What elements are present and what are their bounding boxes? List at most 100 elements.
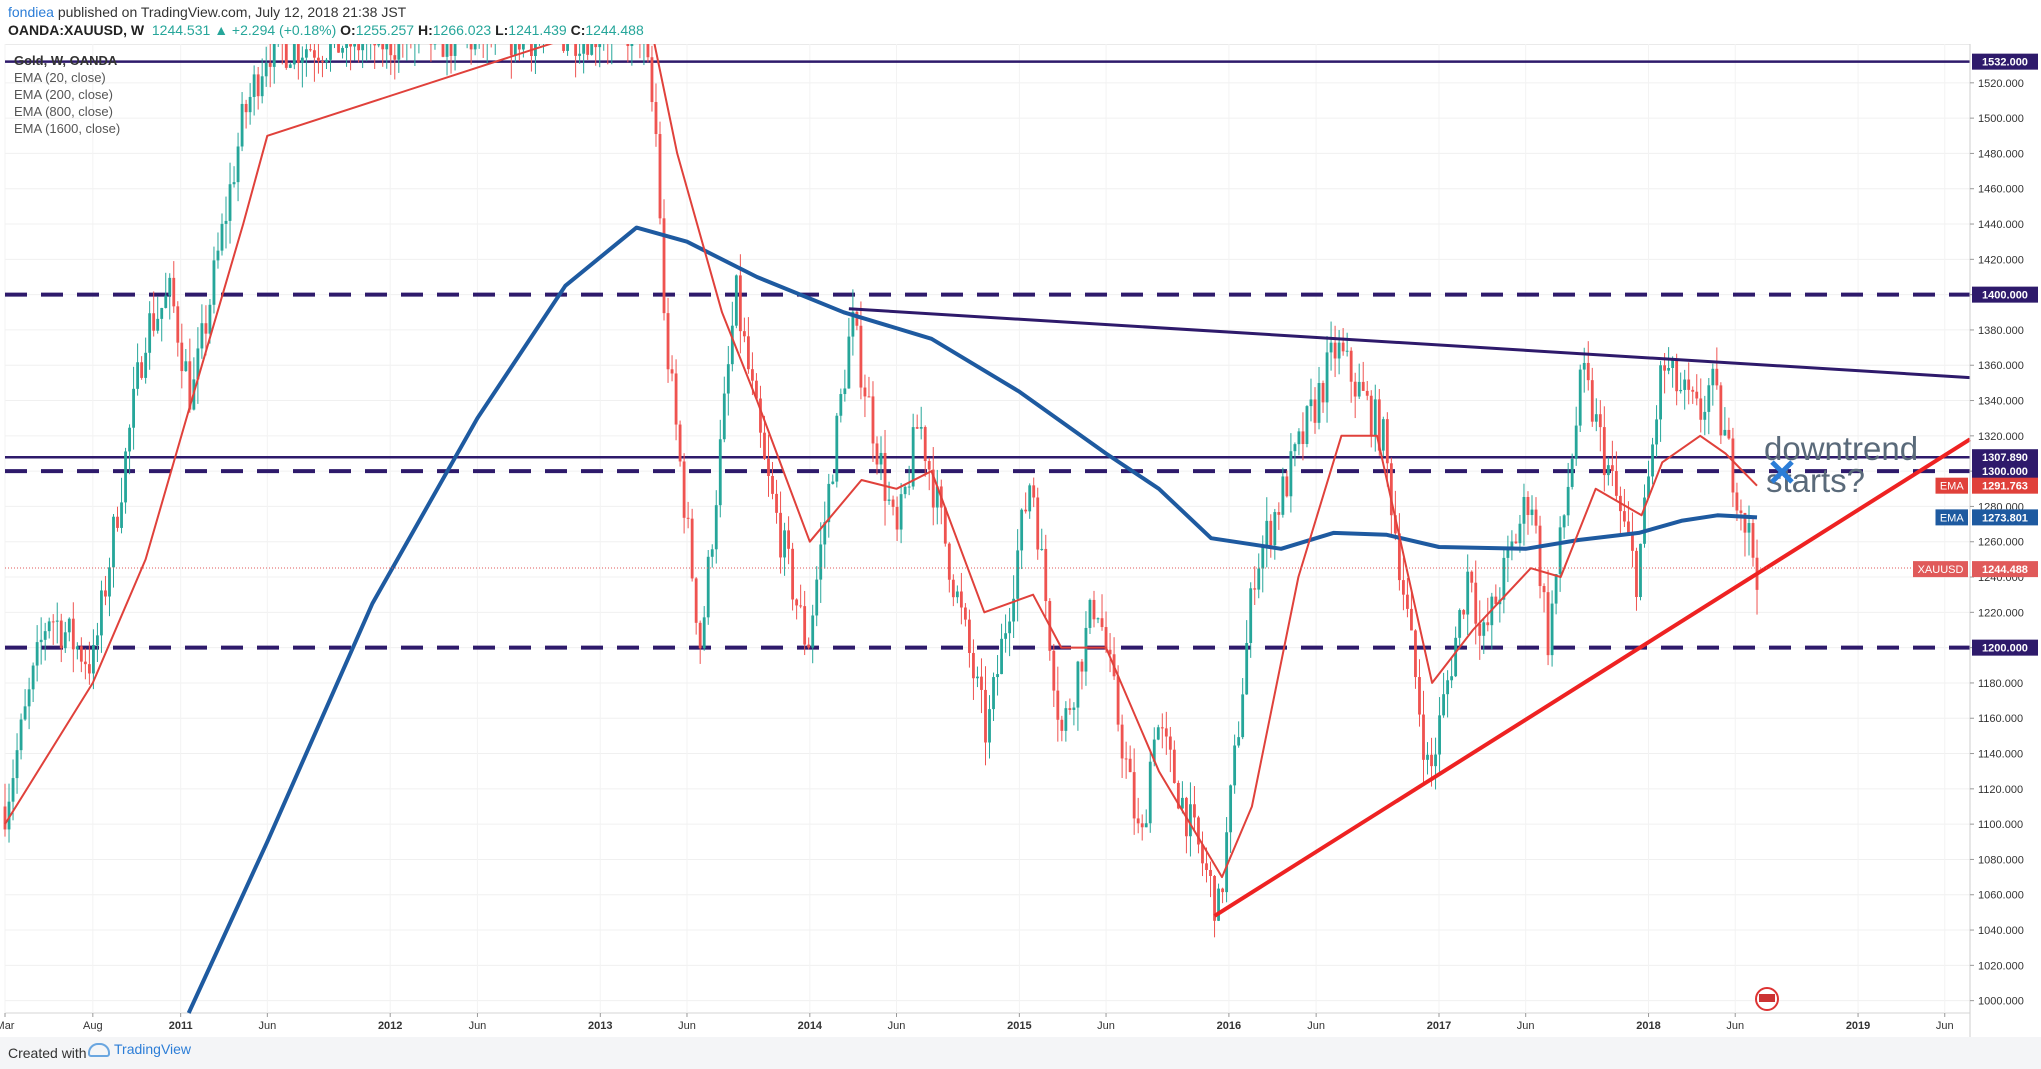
candle-body (670, 369, 674, 374)
candle-body (927, 461, 931, 470)
candle-body (1124, 758, 1128, 760)
candle-body (63, 632, 67, 649)
y-tick-label: 1420.000 (1978, 254, 2024, 266)
candle-body (1100, 618, 1104, 628)
candle-body (321, 61, 324, 63)
candle-body (252, 74, 256, 97)
level-price-tag (1972, 53, 2038, 70)
support-trendline (1213, 437, 1972, 918)
candle-body (859, 325, 863, 388)
event-flag-icon[interactable] (1755, 987, 1779, 1011)
candle-body (992, 677, 995, 710)
candle-body (903, 486, 907, 495)
legend-item[interactable]: EMA (200, close) (14, 87, 113, 102)
y-tick-label: 1280.000 (1978, 501, 2024, 513)
candle-body (1691, 389, 1695, 392)
candle-body (1056, 690, 1060, 720)
y-tick-label: 1140.000 (1978, 749, 2023, 761)
legend-item[interactable]: EMA (1600, close) (14, 121, 121, 136)
candle-body (1606, 465, 1610, 476)
candle-body (445, 44, 449, 57)
tradingview-link[interactable]: TradingView (88, 1041, 191, 1058)
candle-body (381, 44, 385, 50)
candle-body (1217, 888, 1220, 921)
x-tick-label: Jun (1097, 1020, 1115, 1032)
candle-body (1225, 832, 1229, 893)
candle-body (208, 304, 212, 334)
series-tag (1913, 561, 1968, 578)
series-tag-name: XAUUSD (1918, 564, 1964, 576)
candle-body (1201, 844, 1204, 864)
price-tag-value: 1273.801 (1982, 512, 2028, 524)
candle-body (1273, 512, 1277, 546)
candle-body (345, 44, 348, 48)
candle-body (843, 388, 847, 395)
candle-body (71, 618, 75, 650)
x-tick-label: Jun (888, 1020, 906, 1032)
candle-body (112, 516, 115, 568)
candle-body (1237, 737, 1241, 746)
high-value: 1266.023 (432, 22, 492, 38)
candle-body (509, 44, 513, 56)
candle-body (1108, 649, 1112, 655)
candle-body (726, 364, 730, 394)
y-tick-label: 1100.000 (1978, 819, 2023, 831)
candle-body (1008, 621, 1012, 634)
candle-body (1036, 497, 1040, 550)
candle-body (1385, 419, 1389, 464)
candle-body (1703, 411, 1707, 420)
ohlc-line: OANDA:XAUUSD, W 1244.531 ▲ +2.294 (+0.18… (8, 22, 644, 38)
y-tick-label: 1380.000 (1978, 325, 2024, 337)
candle-body (590, 44, 594, 55)
x-tick-label: 2014 (798, 1020, 823, 1032)
price-chart[interactable]: downtrend starts? 1000.000 1020.000 1040.0… (0, 44, 2041, 1037)
candle-body (819, 544, 823, 580)
candle-body (1028, 485, 1032, 512)
candle-body (1068, 708, 1072, 710)
x-tick-label: Jun (469, 1020, 487, 1032)
author-link[interactable]: fondiea (8, 4, 54, 20)
candle-body (1494, 596, 1498, 605)
level-price-tag (1972, 639, 2038, 656)
level-price-label: 1400.000 (1982, 290, 2028, 302)
candle-body (1723, 429, 1727, 436)
candle-body (212, 260, 216, 305)
candle-body (746, 336, 750, 370)
candle-body (260, 76, 264, 97)
candle-body (469, 44, 473, 50)
candle-body (1357, 381, 1361, 397)
candle-body (984, 689, 987, 743)
candle-body (1687, 379, 1691, 390)
price-axis[interactable]: 1000.000 1020.000 1040.000 1060.000 1080.000… (1970, 78, 2024, 1008)
price-labels: 1532.000 1400.000 1307.890 1300.000 1200.000… (1913, 53, 2038, 656)
candle-body (1602, 427, 1606, 476)
close-value: 1244.488 (585, 22, 644, 38)
candle-body (787, 530, 790, 549)
symbol-label: OANDA:XAUUSD, W (8, 22, 145, 38)
candle-body (654, 102, 658, 135)
candle-body (140, 362, 144, 378)
candle-body (1558, 527, 1562, 575)
created-with-text: Created with (8, 1045, 87, 1061)
price-tag (1972, 509, 2038, 526)
candle-body (875, 443, 879, 465)
candle-body (83, 661, 87, 665)
candle-body (385, 44, 389, 50)
legend-item[interactable]: EMA (800, close) (14, 104, 113, 119)
candle-body (176, 306, 180, 343)
candle-body (1546, 592, 1550, 656)
x-tick-label: 2018 (1636, 1020, 1660, 1032)
candle-body (582, 44, 586, 54)
plot-area[interactable] (4, 44, 1971, 1014)
x-tick-label: Aug (83, 1020, 103, 1032)
candle-body (1466, 571, 1470, 615)
candle-body (1675, 358, 1679, 392)
candle-body (1647, 476, 1650, 498)
x-tick-label: 2017 (1427, 1020, 1451, 1032)
candle-body (650, 57, 654, 103)
time-axis[interactable]: Mar Aug 2011 Jun 2012 Jun 2013 Jun 2014 Jun 2015 Ju… (0, 1013, 1954, 1032)
legend-item[interactable]: EMA (20, close) (14, 70, 106, 85)
candle-body (120, 502, 123, 528)
candle-body (968, 619, 971, 653)
candle-body (1172, 749, 1176, 783)
